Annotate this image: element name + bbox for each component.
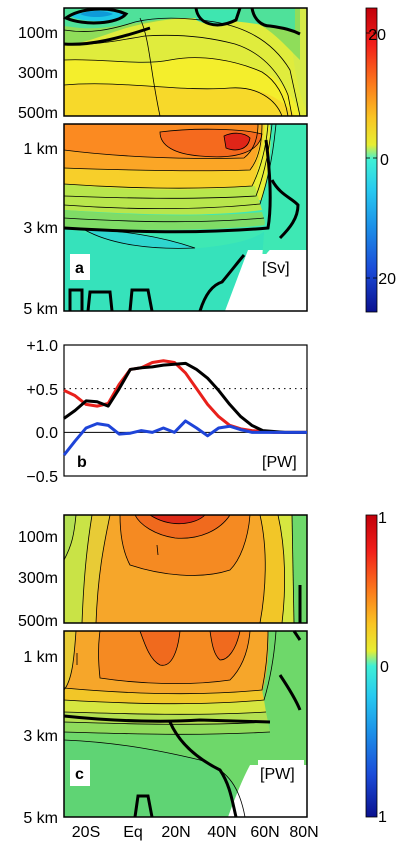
panel-c-lower-field xyxy=(63,630,308,818)
panel-b: +1.0 +0.5 0.0 −0.5 b [PW] xyxy=(26,338,308,486)
y-tick-label: 100m xyxy=(18,25,58,42)
panel-a: 100m 300m 500m 1 km 3 km 5 km a [Sv] xyxy=(18,7,308,318)
panel-a-lower-field xyxy=(63,123,308,312)
colorbar-tick-label: 1 xyxy=(378,809,387,826)
unit-box xyxy=(258,760,304,786)
panel-label: b xyxy=(77,454,87,471)
panel-a-y-axis: 100m 300m 500m 1 km 3 km 5 km xyxy=(18,25,58,318)
y-tick-label: 300m xyxy=(18,65,58,82)
y-tick-label: −0.5 xyxy=(26,469,58,486)
x-tick-label: 40N xyxy=(207,824,236,841)
y-tick-label: +0.5 xyxy=(26,382,58,399)
panel-b-y-axis: +1.0 +0.5 0.0 −0.5 xyxy=(26,338,58,486)
x-tick-label: 80N xyxy=(289,824,318,841)
panel-c: 100m 300m 500m 1 km 3 km 5 km c [PW] xyxy=(18,514,308,827)
x-tick-label: 20N xyxy=(161,824,190,841)
colorbar-tick-label: 0 xyxy=(380,659,389,676)
colorbar-tick-label: 20 xyxy=(368,27,386,44)
y-tick-label: 3 km xyxy=(23,728,58,745)
unit-label: [Sv] xyxy=(262,260,290,277)
unit-box xyxy=(258,254,302,280)
panel-label-box xyxy=(70,254,90,280)
y-tick-label: 5 km xyxy=(23,301,58,318)
series-group xyxy=(62,359,307,456)
y-tick-label: 100m xyxy=(18,529,58,546)
x-axis: 20S Eq 20N 40N 60N 80N xyxy=(72,824,319,841)
panel-label: c xyxy=(75,766,84,783)
series-line xyxy=(62,419,307,456)
y-tick-label: 5 km xyxy=(23,810,58,827)
x-tick-label: 60N xyxy=(250,824,279,841)
colorbar-a: 20 0 20 xyxy=(365,7,396,313)
y-tick-label: 500m xyxy=(18,613,58,630)
panel-a-upper-field xyxy=(62,7,308,117)
y-tick-label: +1.0 xyxy=(26,338,58,355)
panel-label: a xyxy=(75,260,84,277)
y-tick-label: 500m xyxy=(18,105,58,122)
colorbar-c: 1 0 1 xyxy=(365,510,389,826)
unit-label: [PW] xyxy=(262,454,297,471)
panel-label-box xyxy=(70,760,90,786)
y-tick-label: 1 km xyxy=(23,141,58,158)
panel-c-y-axis: 100m 300m 500m 1 km 3 km 5 km xyxy=(18,529,58,827)
colorbar-tick-label: 20 xyxy=(378,271,396,288)
y-tick-label: 300m xyxy=(18,570,58,587)
panel-c-upper-field xyxy=(63,514,308,624)
colorbar-tick-label: 0 xyxy=(380,152,389,169)
x-tick-label: Eq xyxy=(123,824,143,841)
y-tick-label: 3 km xyxy=(23,220,58,237)
x-tick-label: 20S xyxy=(72,824,100,841)
plot-frame xyxy=(63,344,308,477)
y-tick-label: 1 km xyxy=(23,649,58,666)
unit-label: [PW] xyxy=(260,766,295,783)
colorbar-tick-label: 1 xyxy=(378,510,387,527)
y-tick-label: 0.0 xyxy=(36,425,58,442)
